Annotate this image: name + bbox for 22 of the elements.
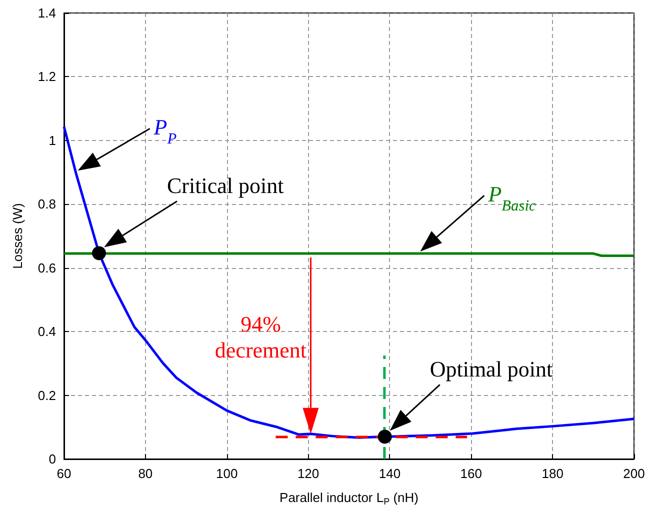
annotation: Optimal point [430, 356, 553, 382]
x-tick-label: 140 [378, 466, 401, 481]
series-label: P$_{Basic}$ [487, 182, 536, 214]
y-tick-label: 0.4 [38, 324, 56, 340]
y-tick-label: 1 [48, 132, 56, 148]
y-axis-title: Losses (W) [10, 203, 25, 269]
x-tick-label: 120 [297, 466, 320, 481]
x-tick-label: 60 [56, 466, 72, 481]
x-tick-label: 180 [542, 466, 564, 481]
y-tick-label: 0.8 [38, 196, 56, 212]
x-tick-label: 160 [460, 466, 482, 481]
x-tick-label: 100 [216, 466, 238, 481]
y-tick-label: 0.6 [38, 260, 56, 276]
y-tick-label: 0.2 [38, 388, 56, 403]
x-tick-label: 200 [623, 466, 645, 481]
annotation: Critical point [167, 173, 284, 198]
legend-label: P$_{P}$ [152, 114, 178, 148]
x-tick-label: 80 [138, 466, 153, 481]
y-tick-label: 1.2 [38, 69, 56, 84]
y-tick-label: 1.4 [38, 6, 56, 20]
annotation: 94% decrement [214, 312, 307, 363]
y-tick-label: 0 [48, 452, 56, 466]
